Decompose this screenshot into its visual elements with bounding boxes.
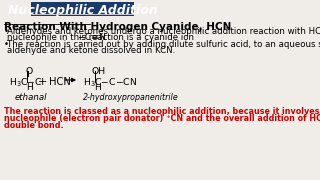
Text: nucleophile (electron pair donator) ⁺CN and the overall addition of HCN across t: nucleophile (electron pair donator) ⁺CN … (4, 114, 320, 123)
Text: +: + (38, 77, 48, 87)
Text: The reaction is classed as a nucleophilic addition, because it involves attack b: The reaction is classed as a nucleophili… (4, 107, 320, 116)
Text: H$_3$C$-$C$-$CN: H$_3$C$-$C$-$CN (83, 76, 137, 89)
Text: Nucleophilic Addition: Nucleophilic Addition (8, 3, 157, 17)
Text: −C≡N: −C≡N (77, 33, 106, 42)
Text: OH: OH (92, 67, 106, 76)
Text: The reaction is carried out by adding dilute sulfuric acid, to an aqueous soluti: The reaction is carried out by adding di… (7, 40, 320, 49)
Text: aldehyde and ketone dissolved in KCN.: aldehyde and ketone dissolved in KCN. (7, 46, 175, 55)
Text: double bond.: double bond. (4, 121, 64, 130)
Text: O: O (26, 67, 33, 76)
Text: H$_3$C$-$C: H$_3$C$-$C (9, 76, 43, 89)
Text: ethanal: ethanal (14, 93, 47, 102)
Text: 2-hydroxypropanenitrile: 2-hydroxypropanenitrile (83, 93, 178, 102)
Text: •: • (4, 40, 9, 49)
Text: •: • (4, 27, 9, 36)
Text: nucleophile in this reaction is a cyanide ion: nucleophile in this reaction is a cyanid… (7, 33, 194, 42)
Text: HCN: HCN (49, 77, 70, 87)
Text: H: H (94, 83, 101, 92)
Text: Aldehydes and ketones undergo a nucleophilic addition reaction with HCN.  The: Aldehydes and ketones undergo a nucleoph… (7, 27, 320, 36)
Text: Reaction With Hydrogen Cyanide, HCN: Reaction With Hydrogen Cyanide, HCN (4, 22, 231, 32)
Text: H: H (26, 83, 33, 92)
FancyBboxPatch shape (31, 2, 134, 16)
